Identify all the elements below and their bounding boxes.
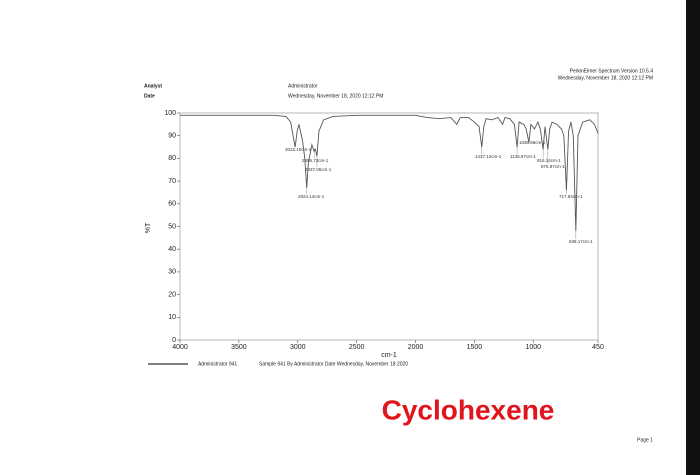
y-tick-label: 50: [168, 223, 176, 230]
peak-label: 916.14cm-1: [537, 158, 561, 163]
x-tick-label: 3000: [290, 344, 306, 351]
peak-label: 717.93cm-1: [559, 194, 583, 199]
y-tick-label: 70: [168, 178, 176, 185]
screen-edge: [686, 0, 700, 475]
y-tick-label: 0: [172, 337, 176, 344]
peak-label: 875.97cm-1: [541, 164, 565, 169]
x-tick-label: 450: [592, 344, 604, 351]
analyst: Administrator: [288, 83, 318, 89]
x-axis-label: cm-1: [381, 352, 397, 359]
spectrum-line: [180, 114, 599, 232]
x-tick-label: 2500: [349, 344, 365, 351]
date: Wednesday, November 18, 2020 12:12 PM: [288, 93, 383, 99]
analyst-label: Analyst: [144, 83, 162, 89]
y-tick-label: 60: [168, 201, 176, 208]
peak-label: 2856.73cm-1: [302, 158, 329, 163]
x-tick-label: 2000: [408, 344, 424, 351]
software-date: Wednesday, November 18, 2020 12:12 PM: [558, 75, 653, 81]
y-tick-label: 90: [168, 133, 176, 140]
x-tick-label: 1500: [467, 344, 483, 351]
x-tick-label: 3500: [231, 344, 247, 351]
legend-label: Administrator 941: [198, 361, 237, 367]
peak-label: 2924.14cm-1: [298, 194, 325, 199]
peak-label: 2837.06cm-1: [305, 167, 332, 172]
peak-label: 1136.87cm-1: [510, 154, 536, 159]
y-axis-label: %T: [145, 222, 152, 233]
date-label: Date: [144, 93, 155, 99]
x-tick-label: 1000: [525, 344, 541, 351]
y-tick-label: 40: [168, 246, 176, 253]
y-tick-label: 30: [168, 269, 176, 276]
peak-label: 638.17cm-1: [569, 239, 593, 244]
peak-label: 1036.56cm-1: [519, 140, 546, 145]
x-tick-label: 4000: [172, 344, 188, 351]
y-tick-label: 80: [168, 155, 176, 162]
software: PerkinElmer Spectrum Version 10.5.4: [570, 68, 654, 74]
y-tick-label: 20: [168, 291, 176, 298]
stamp: Cyclohexene: [382, 394, 555, 425]
page-number: Page 1: [637, 437, 653, 443]
y-tick-label: 100: [164, 110, 176, 117]
peak-label: 3022.10cm-1: [285, 147, 312, 152]
peak-label: 1437.12cm-1: [475, 154, 502, 159]
legend-note: Sample 941 By Administrator Date Wednesd…: [259, 361, 408, 367]
y-tick-label: 10: [168, 314, 176, 321]
